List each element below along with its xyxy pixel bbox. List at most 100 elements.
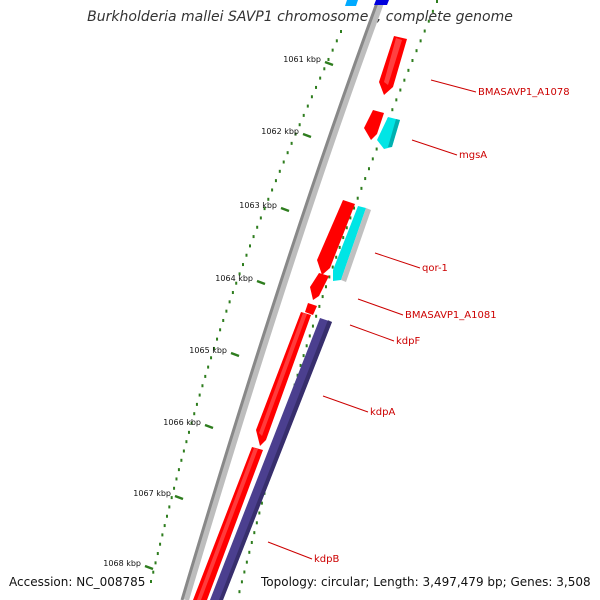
- gene-feature-qor-1[interactable]: [333, 206, 366, 281]
- gene-highlight: [259, 313, 307, 436]
- gene-label[interactable]: qor-1: [422, 263, 448, 274]
- gene-shadow: [219, 320, 332, 600]
- scale-dot: [256, 225, 259, 229]
- scale-dot: [238, 272, 241, 276]
- gene-label[interactable]: kdpA: [370, 407, 395, 418]
- scale-dot: [165, 514, 168, 518]
- gene-feature-grey-rna[interactable]: [341, 208, 371, 282]
- scale-dot: [177, 468, 180, 472]
- tick-mark: [204, 423, 214, 430]
- inner-dot: [335, 255, 338, 259]
- tick-mark: [280, 206, 290, 213]
- inner-dot: [349, 216, 352, 220]
- inner-dot: [238, 590, 241, 594]
- inner-dot: [431, 9, 434, 13]
- inner-dot: [248, 550, 251, 554]
- tick-mark: [302, 132, 312, 139]
- inner-dot: [299, 363, 302, 367]
- scale-dot: [152, 570, 155, 574]
- scale-dot: [225, 309, 228, 313]
- tick-label: 1061 kbp: [283, 55, 321, 64]
- scale-dot: [315, 85, 318, 89]
- tick-label: 1064 kbp: [215, 274, 253, 283]
- inner-dot: [427, 19, 430, 23]
- inner-dot: [296, 373, 299, 377]
- inner-dot: [419, 39, 422, 43]
- inner-dot: [367, 167, 370, 171]
- scale-dot: [173, 486, 176, 490]
- inner-dot: [371, 157, 374, 161]
- tick-label: 1066 kbp: [163, 418, 201, 427]
- inner-dot: [250, 540, 253, 544]
- inner-dot: [356, 196, 359, 200]
- inner-dot: [407, 68, 410, 72]
- gene-label[interactable]: BMASAVP1_A1078: [478, 87, 570, 98]
- scale-dot: [201, 384, 204, 388]
- tick-mark: [324, 60, 334, 67]
- gene-label[interactable]: BMASAVP1_A1081: [405, 310, 497, 321]
- gene-label-leader: [267, 541, 313, 560]
- inner-dot: [415, 49, 418, 53]
- scale-ring-dots: [150, 30, 342, 583]
- inner-ring-dots: [238, 0, 438, 594]
- gene-label[interactable]: kdpB: [314, 554, 339, 565]
- inner-dot: [311, 324, 314, 328]
- scale-dot: [252, 235, 255, 239]
- scale-dot: [213, 346, 216, 350]
- scale-dot: [282, 160, 285, 164]
- gene-feature-red-long[interactable]: [317, 200, 355, 275]
- scale-dot: [159, 542, 162, 546]
- scale-dot: [259, 216, 262, 220]
- scale-dot: [231, 291, 234, 295]
- scale-dot: [306, 104, 309, 108]
- inner-dot: [399, 88, 402, 92]
- inner-dot: [258, 511, 261, 515]
- scale-dot: [175, 477, 178, 481]
- gene-feature-mgsa[interactable]: [377, 117, 400, 149]
- scale-dot: [294, 132, 297, 136]
- inner-dot: [240, 580, 243, 584]
- scale-dot: [190, 421, 193, 425]
- gene-feature-blue: [374, 0, 389, 5]
- scale-dot: [298, 123, 301, 127]
- tick-label: 1065 kbp: [189, 346, 227, 355]
- tick-mark: [256, 279, 266, 286]
- gene-highlight: [384, 38, 402, 85]
- scale-dot: [267, 197, 270, 201]
- inner-dot: [328, 275, 331, 279]
- inner-dot: [260, 501, 263, 505]
- gene-feature-light-blue: [345, 0, 358, 6]
- gene-label-leader: [411, 139, 458, 156]
- gene-label[interactable]: mgsA: [459, 150, 487, 161]
- inner-dot: [302, 354, 305, 358]
- scale-dot: [327, 57, 330, 61]
- scale-dot: [193, 412, 196, 416]
- scale-dot: [150, 580, 152, 583]
- inner-dot: [253, 531, 256, 535]
- scale-dot: [180, 458, 183, 462]
- scale-dot: [154, 561, 157, 565]
- scale-dot: [187, 430, 190, 434]
- scale-dot: [290, 141, 293, 145]
- inner-dot: [315, 314, 318, 318]
- gene-feature-small-red[interactable]: [364, 110, 384, 140]
- scale-dot: [216, 337, 219, 341]
- inner-dot: [318, 304, 321, 308]
- tick-label: 1068 kbp: [103, 559, 141, 568]
- inner-dot: [305, 344, 308, 348]
- gene-label-layer: BMASAVP1_A1078 mgsA qor-1 BMASAVP1_A1081kdp…: [267, 79, 570, 565]
- scale-dot: [340, 30, 342, 33]
- gene-shadow: [388, 119, 400, 147]
- scale-dot: [335, 39, 338, 43]
- inner-dot: [364, 177, 367, 181]
- tick-label: 1062 kbp: [261, 127, 299, 136]
- map-title: Burkholderia mallei SAVP1 chromosome I, …: [87, 9, 513, 25]
- gene-label[interactable]: kdpF: [396, 336, 420, 347]
- gene-feature-kdpf[interactable]: [305, 303, 317, 315]
- inner-dot: [375, 147, 378, 151]
- gene-feature-bmasavp1-a1081[interactable]: [310, 273, 329, 300]
- scale-dot: [204, 374, 207, 378]
- scale-dot: [248, 244, 251, 248]
- inner-dot: [436, 0, 438, 3]
- scale-dot: [163, 524, 166, 528]
